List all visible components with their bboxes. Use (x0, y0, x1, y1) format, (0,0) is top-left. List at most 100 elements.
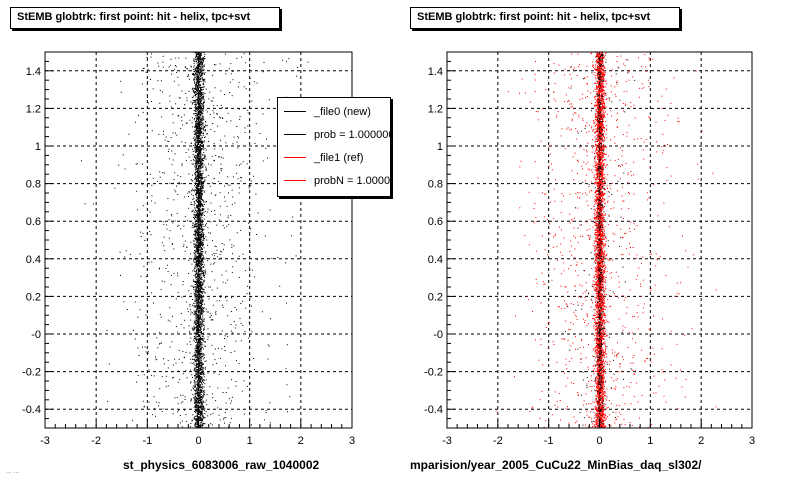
data-point (200, 326, 201, 328)
data-point (196, 114, 198, 116)
data-point (249, 281, 251, 283)
data-point (195, 74, 197, 75)
data-point (224, 412, 226, 413)
data-point (192, 89, 194, 91)
data-point (198, 307, 200, 309)
data-point (200, 182, 202, 183)
data-point (197, 139, 199, 141)
data-point (195, 375, 197, 377)
data-point (202, 181, 204, 183)
data-point (231, 189, 233, 191)
data-point (211, 254, 213, 256)
data-point (189, 332, 191, 334)
data-point (196, 219, 197, 221)
data-point (184, 396, 186, 398)
data-point (203, 86, 205, 88)
data-point (188, 173, 190, 175)
data-point (198, 72, 200, 74)
data-point (201, 77, 203, 79)
data-point (184, 240, 186, 242)
data-point (196, 352, 197, 354)
data-point (171, 150, 173, 152)
data-point (192, 224, 194, 226)
data-point (201, 62, 203, 64)
data-point (227, 336, 229, 338)
data-point (202, 172, 204, 174)
data-point (199, 154, 201, 156)
data-point (195, 318, 197, 320)
data-point (201, 426, 203, 428)
data-point (193, 60, 195, 62)
data-point (197, 373, 199, 375)
data-point (196, 212, 198, 214)
data-point (200, 224, 202, 226)
data-point (197, 394, 199, 396)
data-point (199, 152, 201, 154)
data-point (197, 97, 199, 99)
data-point (200, 281, 202, 282)
data-point (194, 296, 196, 298)
data-point (197, 381, 199, 383)
data-point (194, 61, 196, 62)
data-point (198, 204, 200, 206)
data-point (196, 137, 198, 139)
data-point (141, 183, 143, 185)
data-point (213, 144, 215, 146)
data-point (200, 222, 202, 224)
data-point (221, 243, 223, 244)
data-point (209, 316, 211, 318)
data-point (196, 302, 198, 304)
data-point (198, 98, 200, 100)
data-point (200, 247, 202, 249)
data-point (193, 160, 195, 161)
data-point (194, 229, 196, 231)
data-point (201, 93, 203, 95)
data-point (192, 216, 194, 218)
data-point (202, 97, 204, 99)
data-point (195, 55, 197, 57)
data-point (193, 326, 195, 328)
data-point (204, 413, 206, 414)
data-point (264, 235, 266, 237)
data-point (195, 364, 197, 366)
data-point (199, 111, 201, 113)
data-point (198, 326, 200, 327)
data-point (197, 338, 198, 340)
data-point (198, 292, 200, 294)
data-point (205, 225, 207, 227)
data-point (149, 173, 151, 175)
data-point (194, 90, 196, 92)
data-point (185, 152, 187, 153)
data-point (296, 75, 298, 77)
data-point (232, 71, 234, 72)
data-point (200, 115, 201, 116)
data-point (142, 205, 144, 207)
data-point (200, 261, 202, 263)
data-point (198, 264, 200, 266)
data-point (135, 163, 137, 165)
data-point (204, 130, 206, 132)
data-point (201, 78, 203, 80)
data-point (196, 160, 198, 162)
data-point (159, 89, 161, 91)
data-point (145, 119, 147, 121)
data-point (196, 248, 198, 250)
data-point (191, 117, 193, 119)
data-point (199, 61, 201, 63)
data-point (200, 253, 202, 255)
data-point (148, 369, 150, 371)
data-point (297, 67, 299, 68)
data-point (198, 65, 200, 67)
data-point (197, 250, 199, 251)
data-point (200, 363, 202, 365)
data-point (192, 414, 194, 416)
data-point (195, 95, 196, 96)
data-point (198, 214, 200, 215)
data-point (193, 406, 195, 408)
data-point (199, 321, 200, 323)
data-point (194, 368, 196, 370)
data-point (247, 386, 248, 387)
data-point (198, 89, 199, 91)
data-point (202, 402, 204, 404)
data-point (200, 145, 202, 147)
